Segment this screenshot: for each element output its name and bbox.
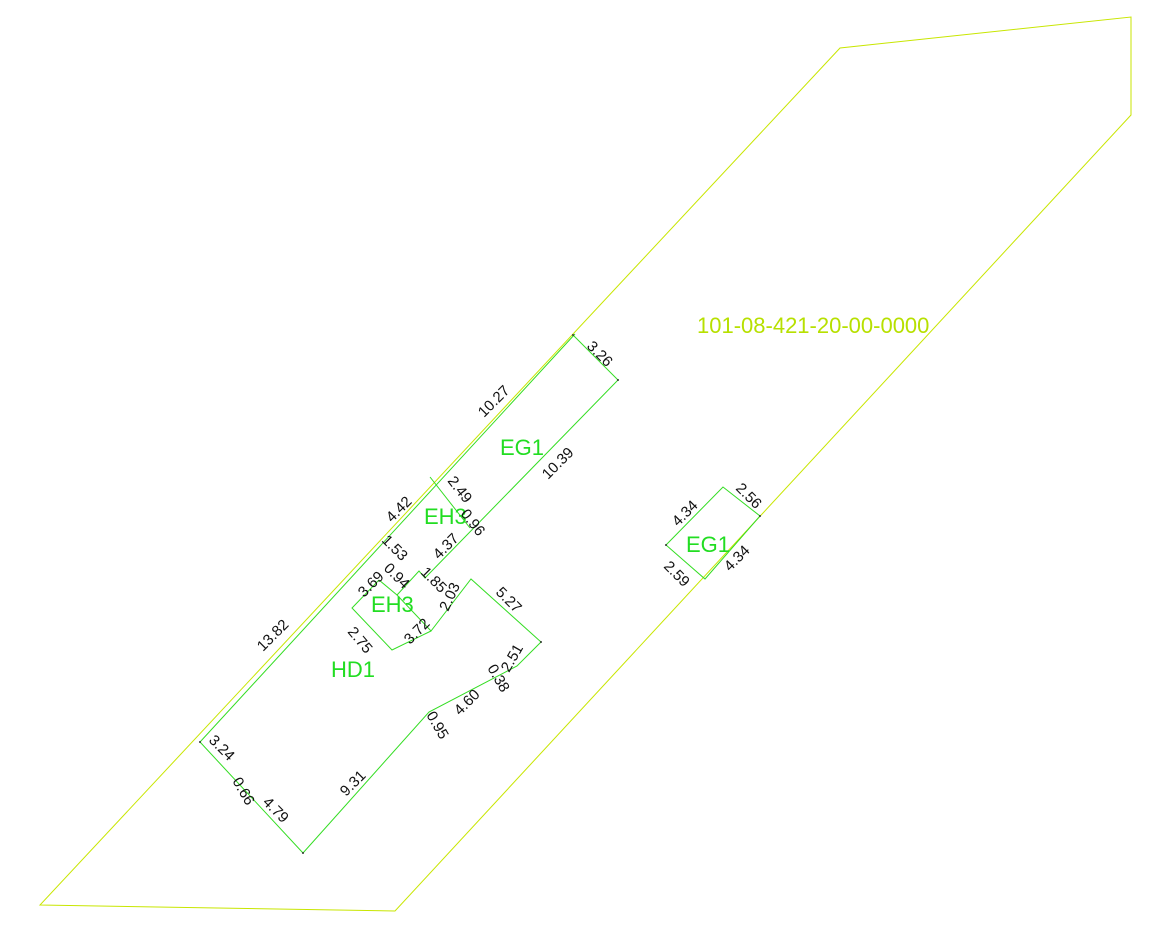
dimension-label: 0.95 bbox=[423, 709, 452, 743]
corner-point bbox=[617, 379, 619, 381]
corner-point bbox=[199, 741, 201, 743]
dimension-label: 0.66 bbox=[229, 775, 258, 809]
building-label-eh3: EH3 bbox=[371, 592, 414, 617]
dimension-label: 10.27 bbox=[475, 382, 514, 421]
corner-point bbox=[302, 852, 304, 854]
dimension-label: 2.75 bbox=[344, 624, 376, 657]
dimension-label: 4.37 bbox=[430, 530, 463, 563]
building-label-eg1-small: EG1 bbox=[686, 532, 730, 557]
parcel-boundary bbox=[38, 16, 1132, 912]
building-label-eh3-top: EH3 bbox=[424, 504, 467, 529]
dimension-label: 3.26 bbox=[583, 338, 616, 371]
eh3-top-divider bbox=[378, 579, 398, 596]
corner-point bbox=[759, 515, 761, 517]
dimension-label: 2.56 bbox=[732, 480, 765, 513]
building-label-hd1: HD1 bbox=[331, 657, 375, 682]
corner-point bbox=[572, 334, 574, 336]
dimension-label: 4.79 bbox=[259, 794, 292, 827]
dimension-label: 2.59 bbox=[660, 558, 693, 591]
dimension-label: 5.27 bbox=[492, 584, 525, 617]
eh-partition-line bbox=[429, 476, 471, 529]
dimension-label: 3.24 bbox=[205, 732, 238, 765]
eh3-outline bbox=[351, 579, 432, 651]
dimension-label: 4.60 bbox=[451, 686, 484, 719]
dimension-label: 1.53 bbox=[378, 532, 411, 565]
building-label-eg1: EG1 bbox=[500, 435, 544, 460]
dimension-label: 4.34 bbox=[669, 497, 702, 530]
dimension-label: 9.31 bbox=[337, 767, 370, 800]
dimension-label: 4.42 bbox=[383, 493, 416, 526]
corner-point bbox=[665, 544, 667, 546]
dimension-label: 0.94 bbox=[380, 560, 413, 593]
corner-point bbox=[540, 641, 542, 643]
dimension-label: 10.39 bbox=[539, 444, 578, 483]
parcel-id-label: 101-08-421-20-00-0000 bbox=[697, 313, 929, 338]
dimension-label: 13.82 bbox=[254, 616, 293, 655]
